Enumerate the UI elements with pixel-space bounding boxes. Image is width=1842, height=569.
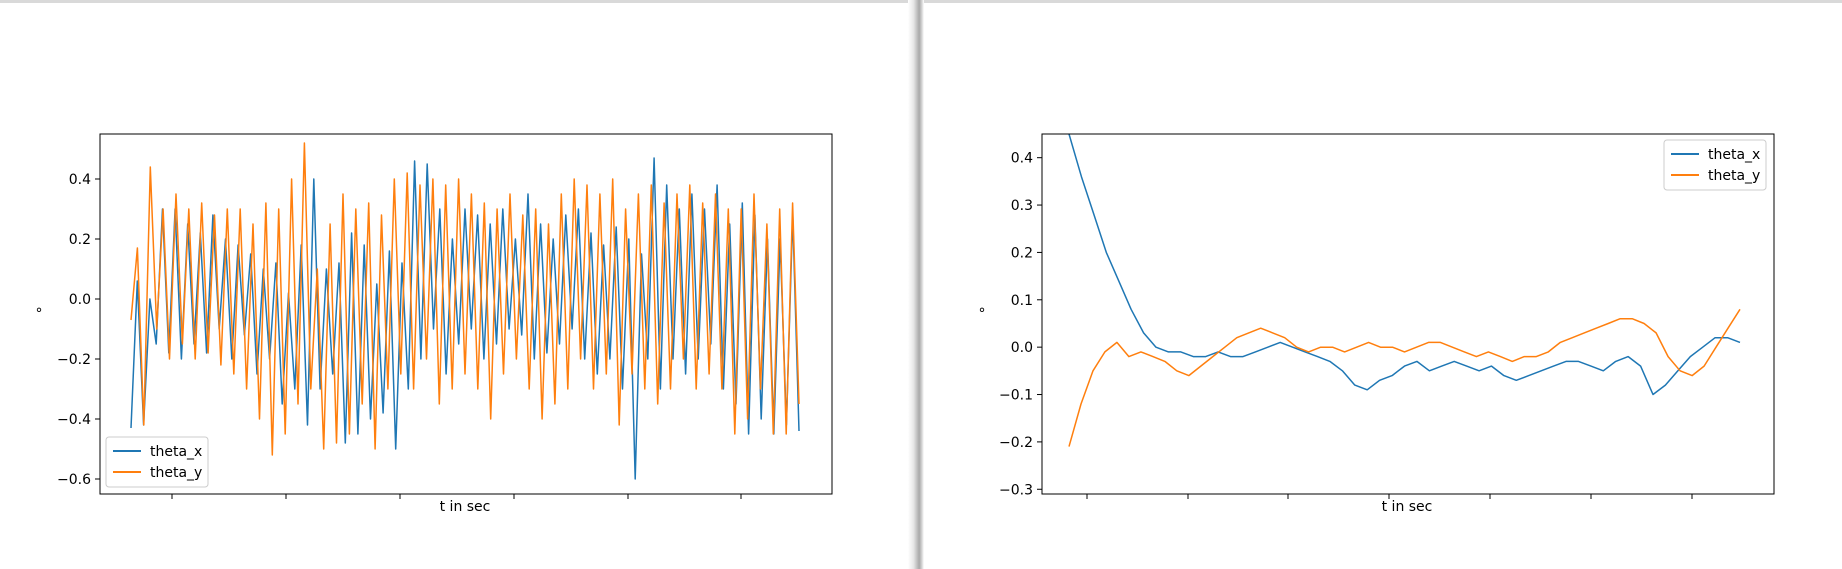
series-line-theta-y <box>1068 308 1741 447</box>
series-layer <box>1068 134 1741 447</box>
chart-left: ° t in sec 0.4 0.2 0.0 −0.2 −0.4 −0.6 theta_x… <box>36 133 833 515</box>
y-tick-label: 0.0 <box>69 292 91 308</box>
y-tick-label: −0.2 <box>57 352 91 368</box>
y-tick-label: −0.3 <box>999 482 1033 498</box>
legend-label: theta_x <box>150 444 202 460</box>
y-tick-label: 0.2 <box>1011 245 1033 261</box>
y-tick-label: 0.4 <box>69 172 91 188</box>
y-tick-label: −0.2 <box>999 435 1033 451</box>
y-tick-label: 0.2 <box>69 232 91 248</box>
series-line-theta-y <box>130 142 800 456</box>
y-tick-label: 0.1 <box>1011 293 1033 309</box>
plot-frame <box>99 133 833 495</box>
y-tick-label: 0.4 <box>1011 151 1033 167</box>
series-layer <box>130 142 800 480</box>
series-line-theta-x <box>1068 134 1741 396</box>
x-ticks <box>171 494 742 499</box>
y-axis-label: ° <box>36 306 43 322</box>
legend: theta_x theta_y <box>1663 139 1767 191</box>
x-axis-label: t in sec <box>440 499 491 515</box>
y-tick-label: 0.0 <box>1011 340 1033 356</box>
legend-box <box>1663 139 1767 191</box>
panel-divider <box>908 0 924 569</box>
legend-box <box>105 436 209 488</box>
y-ticks: 0.4 0.2 0.0 −0.2 −0.4 −0.6 <box>57 172 100 488</box>
y-tick-label: 0.3 <box>1011 198 1033 214</box>
plot-frame <box>1041 133 1775 495</box>
y-tick-label: −0.1 <box>999 388 1033 404</box>
legend-label: theta_y <box>1708 168 1760 184</box>
legend-label: theta_x <box>1708 147 1760 163</box>
x-axis-label: t in sec <box>1382 499 1433 515</box>
series-line-theta-x <box>130 157 800 480</box>
y-axis-label: ° <box>979 306 986 322</box>
x-ticks <box>1086 494 1693 499</box>
y-tick-label: −0.6 <box>57 472 91 488</box>
y-tick-label: −0.4 <box>57 412 91 428</box>
legend-label: theta_y <box>150 465 202 481</box>
y-ticks: 0.4 0.3 0.2 0.1 0.0 −0.1 −0.2 −0.3 <box>999 151 1042 498</box>
legend: theta_x theta_y <box>105 436 209 488</box>
